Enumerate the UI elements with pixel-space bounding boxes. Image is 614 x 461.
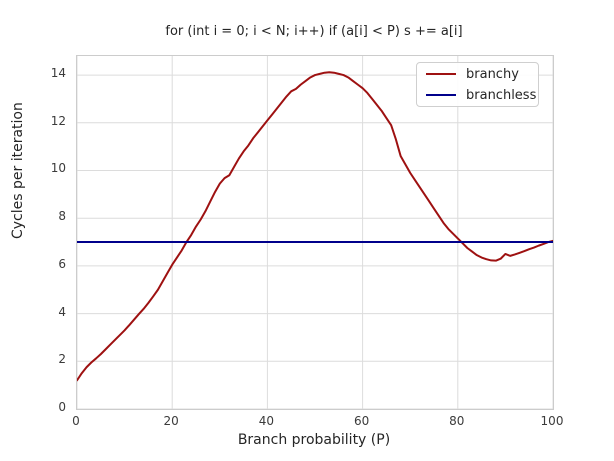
branchy-line — [77, 71, 553, 382]
y-tick-label: 2 — [58, 352, 66, 367]
y-tick-label: 10 — [50, 161, 66, 176]
x-tick-label: 40 — [258, 414, 275, 428]
x-tick-label: 20 — [163, 414, 179, 428]
legend: branchy branchless — [416, 62, 539, 107]
y-tick-label: 12 — [50, 113, 66, 128]
legend-item-branchless: branchless — [417, 86, 538, 104]
x-tick-label: 80 — [449, 414, 465, 428]
y-tick-label: 8 — [58, 209, 66, 224]
plot-canvas — [77, 56, 553, 409]
legend-label-branchy: branchy — [466, 66, 519, 82]
x-tick-label: 0 — [72, 414, 80, 428]
branchy-line-swatch — [426, 73, 456, 75]
legend-label-branchless: branchless — [466, 87, 537, 103]
y-tick-label: 14 — [50, 66, 66, 81]
y-tick-label: 4 — [58, 304, 66, 319]
x-tick-label: 60 — [353, 414, 370, 428]
branchless-line-swatch — [426, 94, 456, 96]
y-tick-label: 0 — [58, 400, 66, 414]
legend-item-branchy: branchy — [417, 65, 538, 83]
y-tick-label: 6 — [58, 256, 66, 271]
x-tick-label: 100 — [540, 414, 564, 428]
plot-area: branchy branchless — [76, 55, 554, 410]
gridlines — [77, 56, 553, 409]
chart-title: for (int i = 0; i < N; i++) if (a[i] < P… — [165, 24, 463, 39]
series-lines — [77, 71, 553, 382]
x-axis-label: Branch probability (P) — [237, 432, 391, 448]
